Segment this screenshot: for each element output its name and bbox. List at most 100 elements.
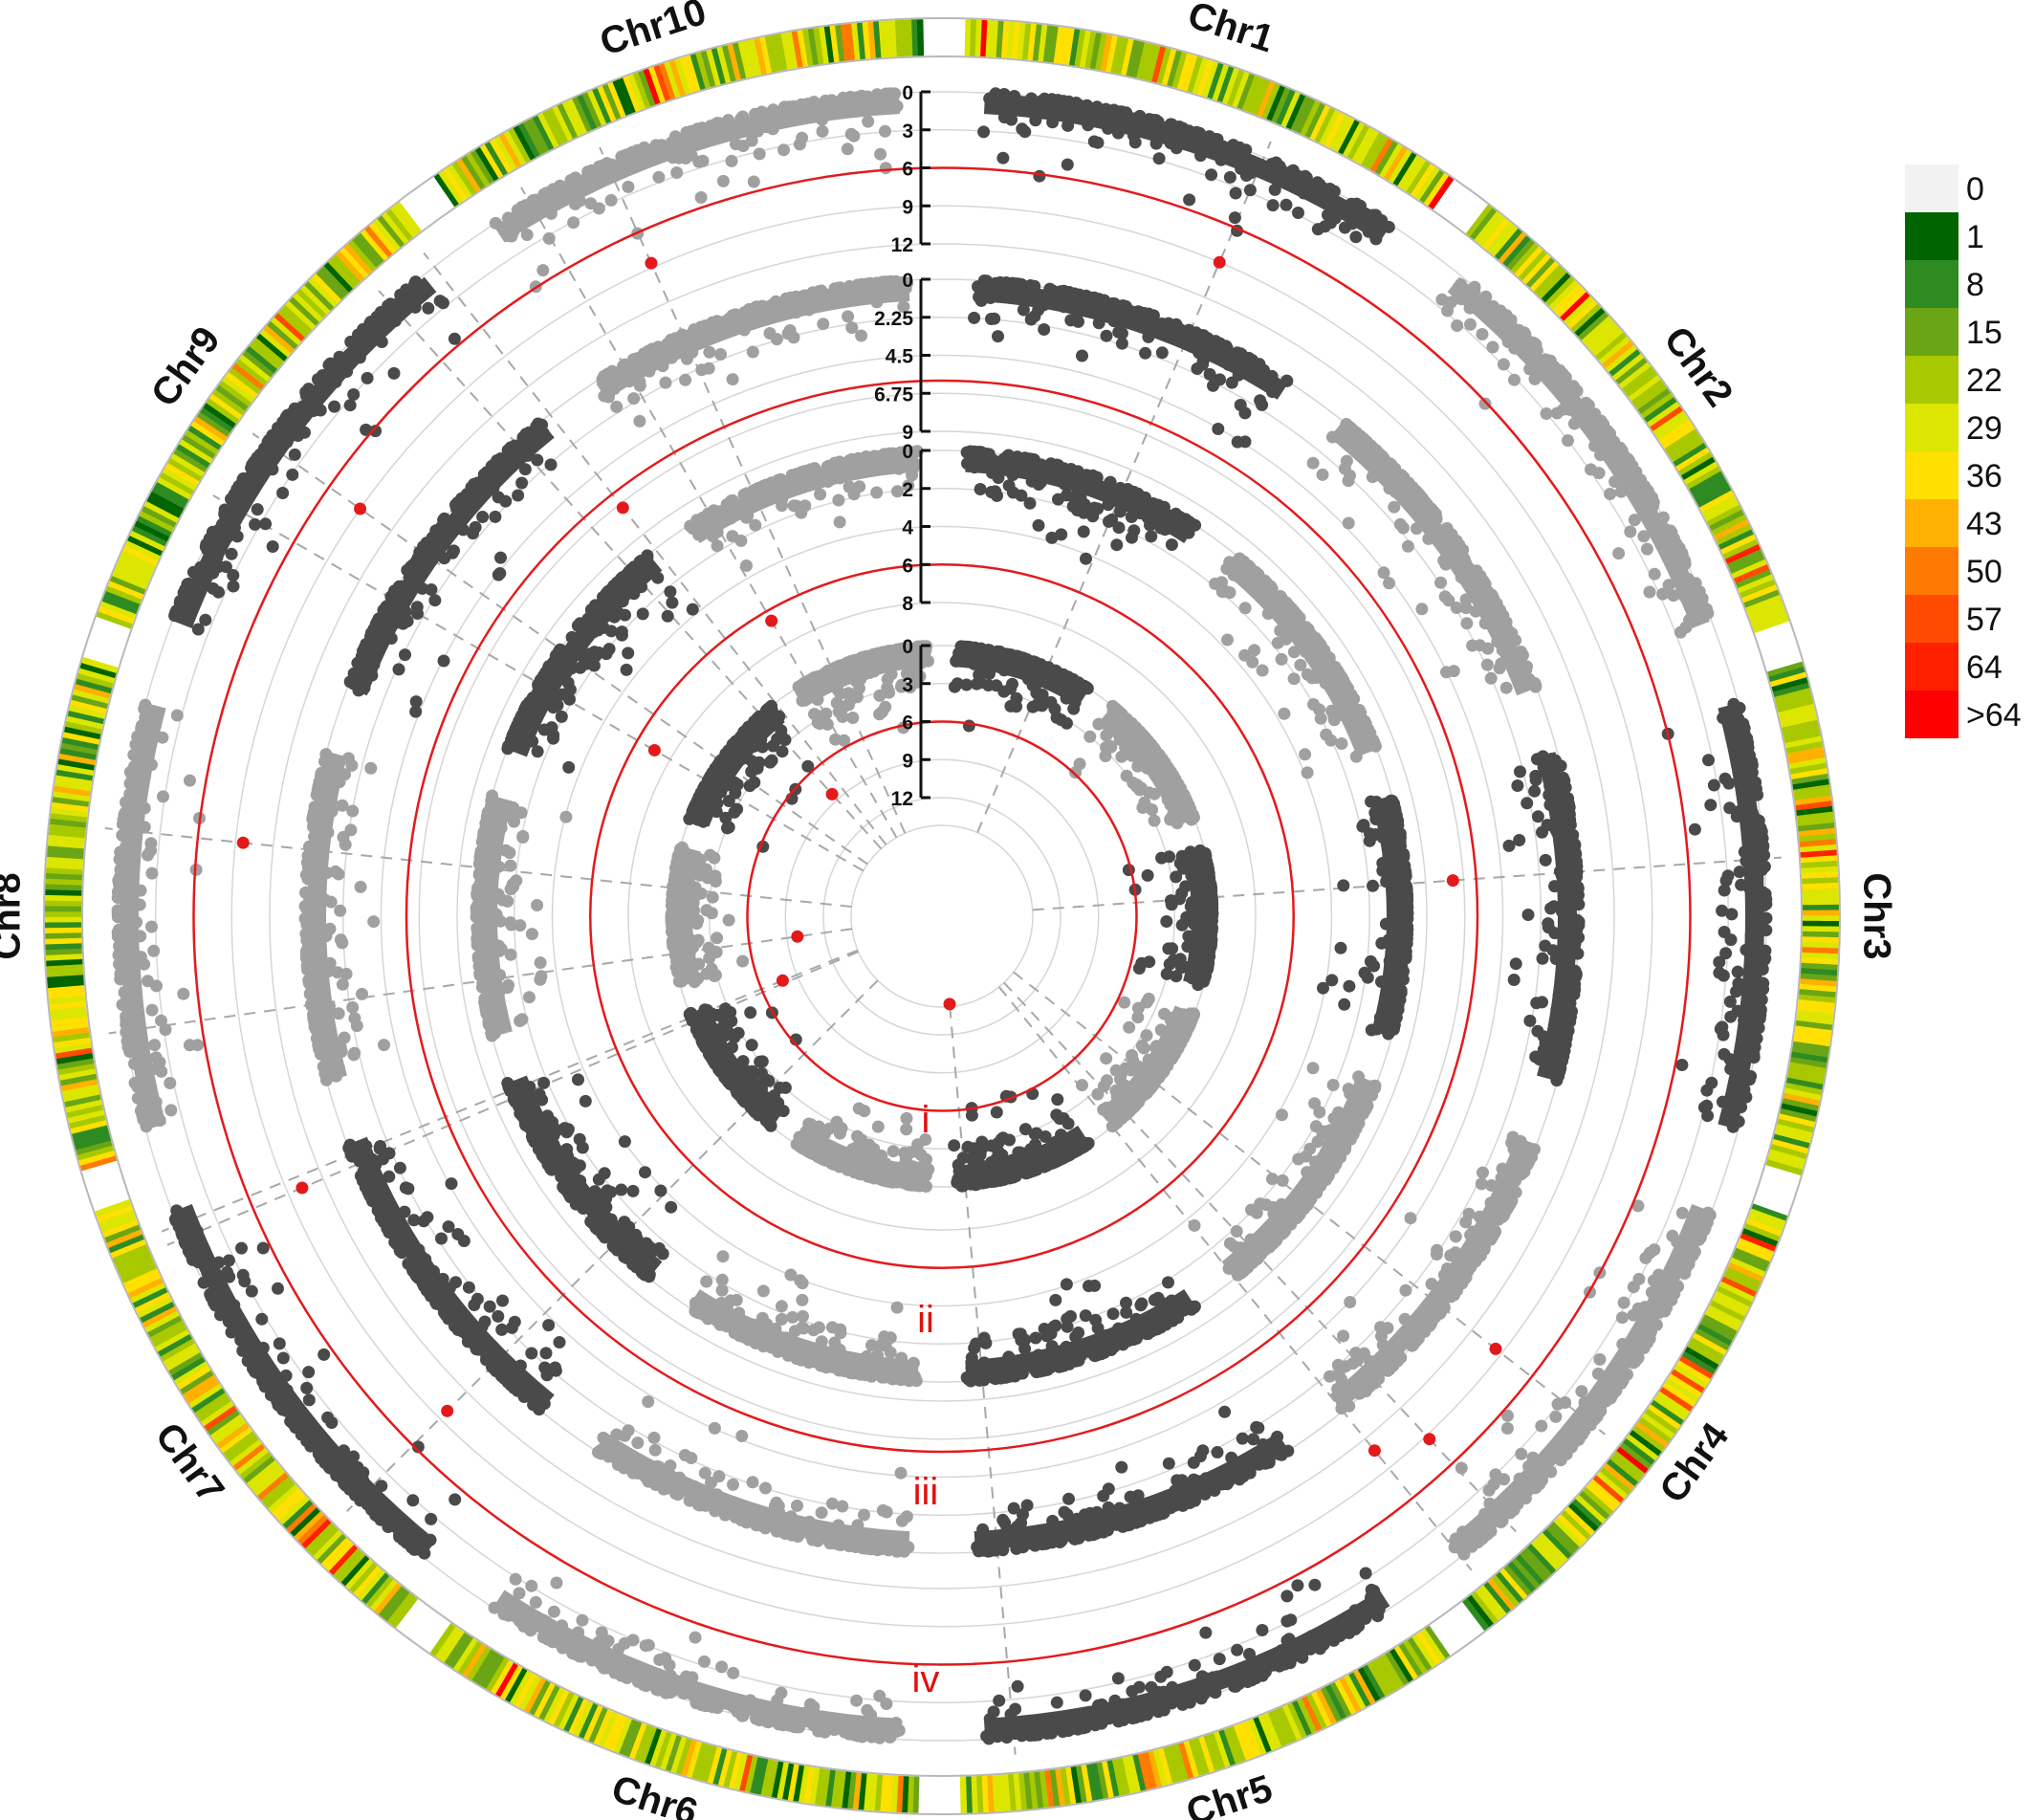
density-stripe	[1519, 1550, 1548, 1582]
density-stripe	[1542, 1528, 1572, 1560]
density-stripe	[296, 1514, 328, 1545]
density-stripe	[1782, 1098, 1819, 1112]
density-stripe	[1470, 1591, 1499, 1625]
snp-point	[694, 191, 708, 204]
density-stripe	[1780, 713, 1818, 729]
density-stripe	[1792, 778, 1829, 791]
density-stripe	[134, 1291, 170, 1313]
density-stripe	[66, 1104, 104, 1119]
density-stripe	[1722, 1271, 1760, 1293]
snp-point	[1291, 1579, 1304, 1592]
density-stripe	[1511, 1557, 1541, 1590]
density-stripe	[1362, 1664, 1386, 1699]
density-stripe	[1011, 22, 1021, 59]
density-stripe	[1397, 155, 1422, 189]
snp-point	[1058, 1505, 1071, 1519]
density-stripe	[1470, 208, 1498, 241]
snp-point	[1306, 456, 1320, 470]
density-stripe	[1553, 1518, 1584, 1548]
snp-point	[1700, 1084, 1714, 1097]
density-stripe	[1802, 936, 1839, 944]
density-stripe	[1291, 1699, 1312, 1737]
density-stripe	[1638, 1416, 1672, 1444]
density-stripe	[267, 1483, 299, 1513]
density-stripe	[235, 1447, 269, 1475]
density-stripe	[443, 166, 469, 202]
density-stripe	[112, 1243, 149, 1263]
snp-point	[321, 1411, 335, 1424]
density-stripe	[1357, 1667, 1381, 1702]
density-stripe	[504, 1667, 528, 1702]
density-stripe	[1281, 1704, 1302, 1741]
density-stripe	[1475, 1588, 1502, 1621]
density-stripe	[45, 932, 82, 939]
snp-point	[746, 1476, 759, 1489]
density-stripe	[1477, 214, 1506, 248]
density-stripe	[1702, 1314, 1738, 1337]
snp-point	[328, 400, 341, 413]
density-stripe	[1324, 112, 1346, 148]
density-stripe	[523, 1677, 546, 1713]
density-stripe	[632, 72, 651, 109]
density-stripe	[1305, 1694, 1327, 1730]
density-stripe	[1673, 443, 1708, 468]
density-stripe	[160, 1338, 195, 1362]
density-stripe	[59, 1073, 98, 1086]
density-stripe	[51, 1016, 88, 1027]
density-stripe	[1784, 1083, 1823, 1096]
snp-point	[756, 1284, 770, 1298]
snp-point	[1265, 1173, 1279, 1186]
snp-point	[1049, 1293, 1062, 1306]
density-stripe	[1411, 1634, 1437, 1669]
snp-point	[1612, 547, 1626, 560]
density-stripe	[61, 1083, 99, 1097]
snp-point	[1441, 304, 1455, 318]
density-stripe	[49, 999, 86, 1011]
density-stripe	[185, 429, 219, 455]
density-stripe	[139, 1301, 175, 1324]
density-stripe	[116, 559, 153, 581]
density-stripe	[1608, 349, 1642, 378]
snp-point	[1367, 879, 1379, 892]
density-stripe	[1346, 124, 1370, 161]
snp-point	[796, 1293, 809, 1306]
density-stripe	[758, 36, 773, 74]
density-stripe	[1366, 135, 1389, 170]
snp-point	[1719, 947, 1733, 960]
density-stripe	[593, 1709, 613, 1745]
density-stripe	[1740, 579, 1776, 599]
density-stripe	[1491, 1574, 1520, 1608]
density-stripe	[120, 549, 157, 571]
snp-point	[1306, 1062, 1320, 1075]
snp-point	[746, 345, 759, 359]
density-stripe	[1743, 589, 1780, 609]
snp-point	[1667, 589, 1680, 603]
density-stripe	[448, 1634, 473, 1669]
density-stripe	[781, 1763, 795, 1801]
density-stripe	[146, 495, 182, 518]
snp-point	[1221, 633, 1234, 647]
density-stripe	[124, 539, 162, 561]
density-stripe	[542, 1687, 565, 1723]
snp-point	[236, 1268, 250, 1282]
density-stripe	[1796, 805, 1833, 817]
density-stripe	[232, 1442, 266, 1471]
density-stripe	[802, 1766, 815, 1804]
snp-point	[626, 1184, 640, 1197]
snp-point	[1238, 602, 1252, 615]
density-stripe	[157, 476, 192, 500]
density-stripe	[1267, 1710, 1287, 1747]
density-stripe	[644, 1727, 662, 1765]
snp-point	[1299, 748, 1312, 761]
density-stripe	[1743, 1223, 1781, 1242]
density-stripe	[1252, 1717, 1272, 1753]
density-stripe	[527, 117, 551, 153]
snp-point	[276, 487, 290, 499]
snp-point	[1592, 467, 1606, 480]
density-stripe	[1656, 1391, 1691, 1417]
density-stripe	[1089, 32, 1103, 70]
snp-point	[354, 880, 367, 893]
density-stripe	[97, 1204, 134, 1223]
density-stripe	[1781, 1103, 1818, 1118]
density-stripe	[1167, 1744, 1184, 1783]
